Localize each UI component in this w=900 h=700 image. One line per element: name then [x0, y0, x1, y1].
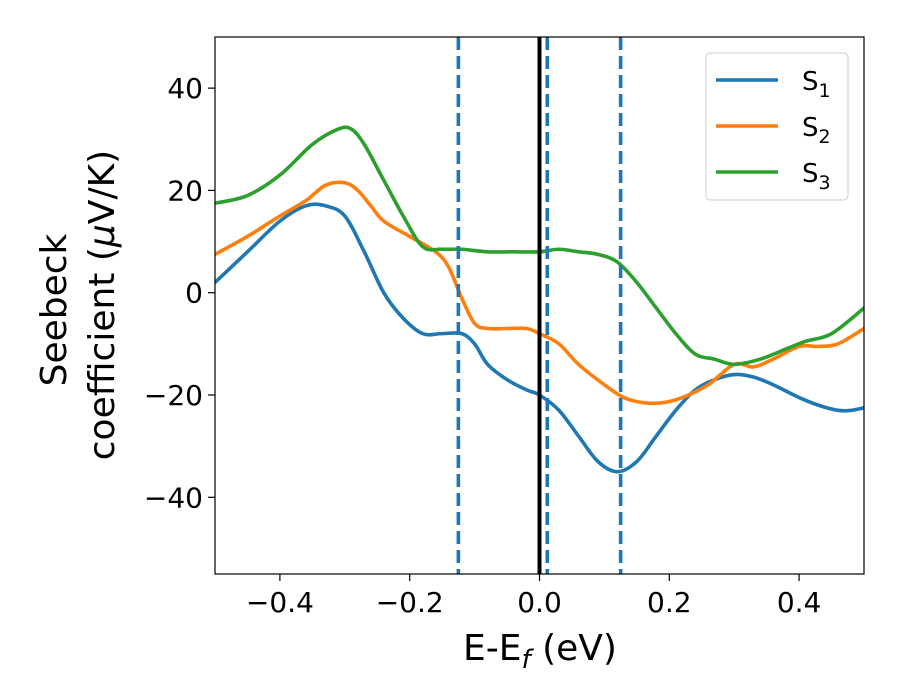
y-tick-label: 40	[167, 72, 203, 105]
legend-label-s3: S3	[802, 159, 831, 194]
legend-label-s1: S1	[802, 67, 831, 102]
x-tick-label: 0.2	[647, 586, 692, 619]
y-tick-label: −20	[144, 379, 203, 412]
x-axis-label-main: E-E	[463, 628, 521, 669]
legend-label-sub: 1	[819, 80, 831, 102]
y-axis-ticks: −40 −20 0 20 40	[144, 72, 215, 514]
y-axis-label-line1: Seebeck	[34, 233, 75, 386]
x-axis-label-unit: (eV)	[531, 628, 617, 669]
x-axis-ticks: −0.4 −0.2 0.0 0.2 0.4	[246, 574, 821, 619]
legend-label-name: S	[802, 159, 819, 189]
legend-label-sub: 3	[819, 172, 831, 194]
y-tick-label: 20	[167, 174, 203, 207]
y-axis-label-prefix: coefficient (	[82, 247, 123, 460]
y-axis-label-mu: μ	[82, 224, 123, 248]
y-axis-label-line2: coefficient (μV/K)	[82, 150, 123, 460]
series-line-s2	[215, 180, 864, 406]
legend-label-sub: 2	[819, 126, 831, 148]
y-tick-label: 0	[185, 277, 203, 310]
x-tick-label: −0.2	[376, 586, 444, 619]
y-axis-label-suffix: V/K)	[82, 150, 123, 224]
legend-label-s2: S2	[802, 113, 831, 148]
legend-label-name: S	[802, 67, 819, 97]
x-tick-label: 0.4	[777, 586, 822, 619]
x-axis-label: E-Ef (eV)	[463, 628, 617, 675]
legend-label-name: S	[802, 113, 819, 143]
x-tick-label: 0.0	[517, 586, 562, 619]
x-tick-label: −0.4	[246, 586, 314, 619]
reference-lines	[456, 37, 623, 574]
y-tick-label: −40	[144, 481, 203, 514]
series-line-s3	[215, 125, 864, 367]
